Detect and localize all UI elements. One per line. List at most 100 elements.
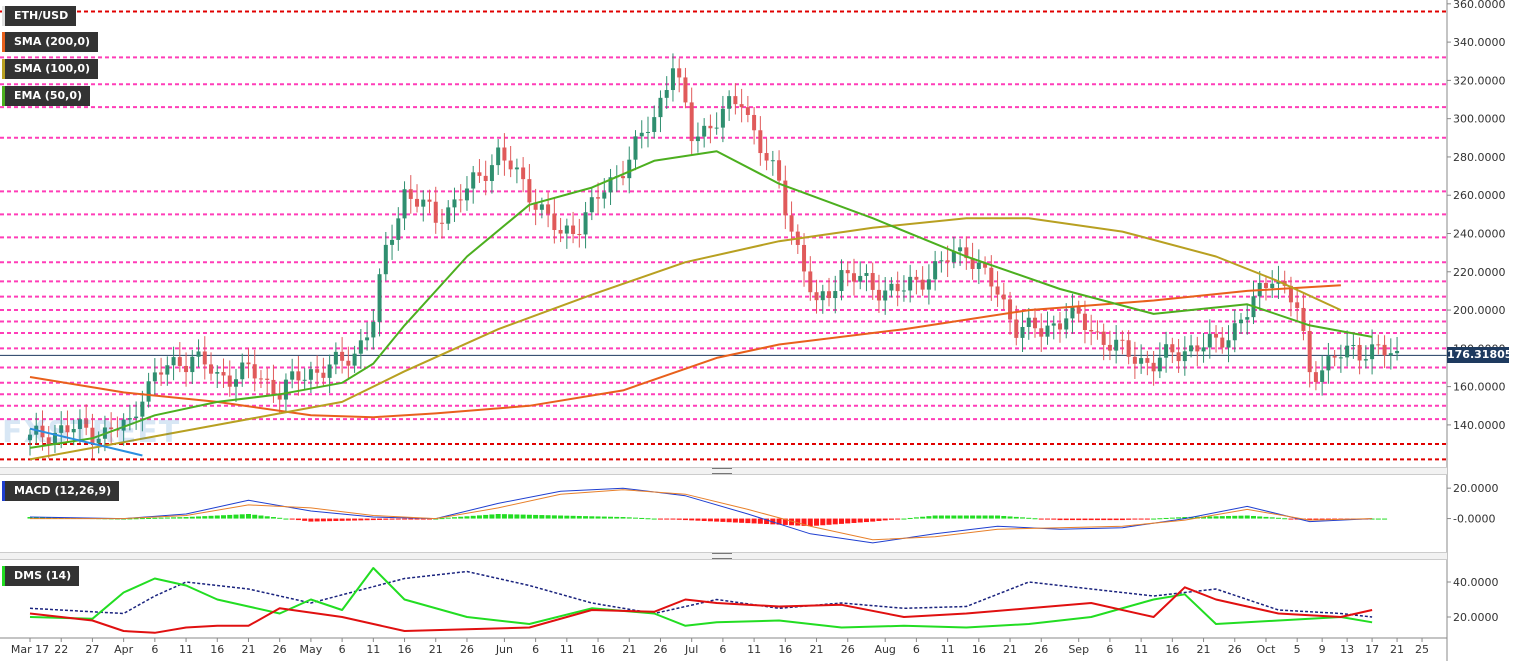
candle-body: [464, 188, 469, 201]
candle-body: [652, 117, 657, 132]
macd-histogram-bar: [327, 518, 333, 522]
macd-histogram-bar: [451, 517, 457, 519]
candle-body: [502, 147, 507, 161]
macd-histogram-bar: [1088, 518, 1094, 521]
candle-body: [1245, 317, 1250, 320]
macd-histogram-bar: [801, 518, 807, 526]
dms-panel[interactable]: [29, 567, 1373, 634]
legend-symbol[interactable]: ETH/USD: [2, 6, 77, 26]
macd-histogram-bar: [1063, 518, 1069, 521]
x-tick-label: 26: [273, 643, 287, 656]
candle-body: [539, 204, 544, 210]
candle-body: [333, 351, 338, 365]
macd-histogram-bar: [1201, 516, 1207, 519]
candle-body: [720, 108, 725, 128]
y-tick-label: 300.0000: [1453, 113, 1506, 126]
candle-body: [752, 114, 757, 131]
candle-body: [452, 199, 457, 208]
x-tick-label: 26: [653, 643, 667, 656]
macd-histogram-bar: [1051, 518, 1057, 520]
macd-histogram-bar: [1151, 518, 1157, 520]
macd-histogram-bar: [526, 514, 532, 519]
candle-body: [71, 428, 76, 433]
x-tick-label: 16: [398, 643, 412, 656]
candle-body: [939, 260, 944, 262]
price-panel[interactable]: [0, 10, 1447, 461]
x-tick-label: 22: [54, 643, 68, 656]
candle-body: [770, 160, 775, 162]
macd-histogram-bar: [233, 514, 239, 519]
candle-body: [714, 127, 719, 129]
legend-sma100[interactable]: SMA (100,0): [2, 59, 99, 79]
candle-body: [546, 204, 551, 214]
macd-histogram-bar: [308, 518, 314, 522]
macd-histogram-bar: [239, 514, 245, 519]
candle-body: [527, 179, 532, 203]
macd-histogram-bar: [857, 518, 863, 523]
candle-body: [271, 379, 276, 395]
macd-histogram-bar: [795, 518, 801, 526]
macd-histogram-bar: [920, 516, 926, 519]
macd-histogram-bar: [445, 517, 451, 519]
candle-body: [365, 337, 370, 341]
x-tick-label: Oct: [1256, 643, 1276, 656]
legend-ema50[interactable]: EMA (50,0): [2, 86, 90, 106]
macd-histogram-bar: [164, 517, 170, 519]
candle-body: [1020, 326, 1025, 338]
candle-body: [458, 199, 463, 201]
candle-body: [571, 225, 576, 234]
macd-histogram-bar: [476, 515, 482, 519]
panel-separator-1[interactable]: [0, 467, 1447, 475]
macd-histogram-bar: [320, 518, 326, 522]
macd-histogram-bar: [52, 517, 58, 519]
macd-histogram-bar: [888, 518, 894, 520]
macd-histogram-bar: [938, 515, 944, 519]
candle-body: [895, 283, 900, 292]
y-tick-label: 260.0000: [1453, 189, 1506, 202]
legend-sma200[interactable]: SMA (200,0): [2, 32, 99, 52]
panel-resize-grip-2[interactable]: [712, 553, 732, 559]
candle-body: [483, 175, 488, 181]
candle-body: [489, 165, 494, 181]
candle-body: [1157, 357, 1162, 372]
candle-body: [695, 136, 700, 142]
candle-body: [1395, 350, 1400, 354]
legend-dms[interactable]: DMS (14): [2, 566, 80, 586]
macd-histogram-bar: [1038, 518, 1044, 520]
candle-body: [240, 362, 245, 380]
x-tick-label: 16: [1165, 643, 1179, 656]
candle-body: [558, 229, 563, 234]
macd-histogram-bar: [1307, 518, 1313, 521]
candle-body: [171, 357, 176, 366]
x-tick-label: Mar 17: [11, 643, 49, 656]
candle-body: [702, 125, 707, 137]
macd-panel[interactable]: [27, 487, 1388, 544]
candle-body: [1089, 329, 1094, 332]
candle-body: [958, 247, 963, 252]
legend-macd[interactable]: MACD (12,26,9): [2, 481, 120, 501]
macd-histogram-bar: [1107, 518, 1113, 521]
macd-histogram-bar: [651, 518, 657, 520]
macd-histogram-bar: [551, 515, 557, 519]
macd-histogram-bar: [1325, 518, 1331, 520]
macd-histogram-bar: [183, 517, 189, 519]
candle-body: [983, 262, 988, 268]
candle-body: [1076, 306, 1081, 314]
candle-body: [864, 273, 869, 276]
macd-histogram-bar: [608, 516, 614, 519]
candle-body: [258, 378, 263, 380]
macd-histogram-bar: [1232, 515, 1238, 519]
x-tick-label: 6: [532, 643, 539, 656]
macd-histogram-bar: [1282, 518, 1288, 520]
candle-body: [421, 199, 426, 207]
macd-y-tick-label: 20.0000: [1453, 482, 1499, 495]
trendline-blue: [29, 427, 143, 457]
candle-body: [783, 180, 788, 216]
candle-body: [508, 160, 513, 170]
macd-histogram-bar: [645, 518, 651, 520]
macd-histogram-bar: [626, 517, 632, 519]
panel-separator-2[interactable]: [0, 552, 1447, 560]
panel-resize-grip-1[interactable]: [712, 468, 732, 474]
